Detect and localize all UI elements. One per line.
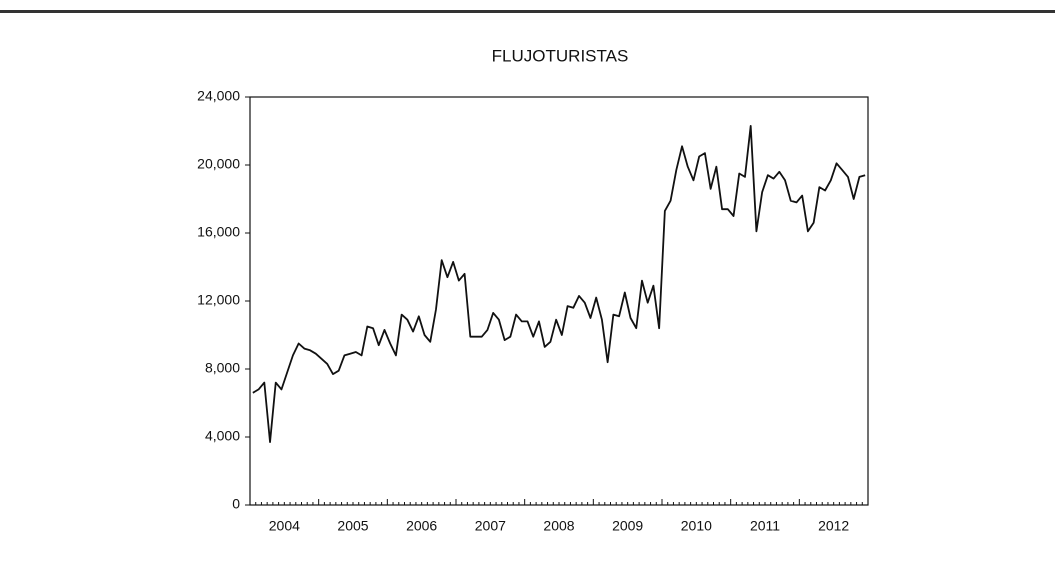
x-tick-label: 2005 [337,518,368,534]
x-tick-label: 2007 [475,518,506,534]
y-tick-label: 16,000 [197,224,240,240]
y-tick-label: 0 [232,496,240,512]
y-tick-label: 12,000 [197,292,240,308]
x-tick-label: 2004 [269,518,300,534]
x-tick-label: 2008 [543,518,574,534]
x-tick-label: 2010 [681,518,712,534]
y-tick-label: 20,000 [197,156,240,172]
x-tick-label: 2006 [406,518,437,534]
y-tick-label: 8,000 [205,360,240,376]
chart-title: FLUJOTURISTAS [492,46,629,65]
scan-edge [0,10,1055,13]
y-tick-label: 4,000 [205,428,240,444]
plot-frame [249,96,869,506]
x-tick-label: 2011 [750,518,780,534]
x-tick-label: 2009 [612,518,643,534]
series-line [252,125,866,443]
x-tick-label: 2012 [818,518,849,534]
y-tick-label: 24,000 [197,88,240,104]
